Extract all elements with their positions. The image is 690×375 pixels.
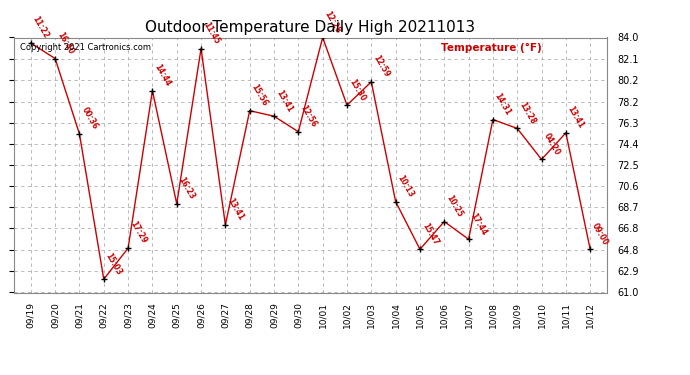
Text: 17:44: 17:44 <box>469 211 489 237</box>
Text: 13:41: 13:41 <box>226 197 245 222</box>
Text: Temperature (°F): Temperature (°F) <box>441 43 542 52</box>
Text: 13:41: 13:41 <box>566 105 586 130</box>
Text: 12:56: 12:56 <box>298 104 318 129</box>
Title: Outdoor Temperature Daily High 20211013: Outdoor Temperature Daily High 20211013 <box>146 20 475 35</box>
Text: 04:20: 04:20 <box>542 131 562 157</box>
Text: 10:25: 10:25 <box>444 194 464 219</box>
Text: 17:29: 17:29 <box>128 220 148 245</box>
Text: 11:22: 11:22 <box>31 15 50 40</box>
Text: 16:23: 16:23 <box>177 176 197 201</box>
Text: 11:45: 11:45 <box>201 21 221 46</box>
Text: 13:41: 13:41 <box>274 88 294 114</box>
Text: 15:30: 15:30 <box>347 77 367 102</box>
Text: 13:28: 13:28 <box>518 100 537 126</box>
Text: 14:44: 14:44 <box>152 63 172 88</box>
Text: 14:31: 14:31 <box>493 92 513 117</box>
Text: 12:59: 12:59 <box>371 54 391 79</box>
Text: 16:40: 16:40 <box>55 30 75 56</box>
Text: 15:47: 15:47 <box>420 221 440 246</box>
Text: 00:36: 00:36 <box>79 106 99 131</box>
Text: 10:13: 10:13 <box>395 173 415 199</box>
Text: Copyright 2021 Cartronics.com: Copyright 2021 Cartronics.com <box>20 43 150 52</box>
Text: 09:00: 09:00 <box>590 221 610 246</box>
Text: 12:28: 12:28 <box>323 9 342 35</box>
Text: 15:56: 15:56 <box>250 83 269 108</box>
Text: 15:03: 15:03 <box>104 251 124 276</box>
